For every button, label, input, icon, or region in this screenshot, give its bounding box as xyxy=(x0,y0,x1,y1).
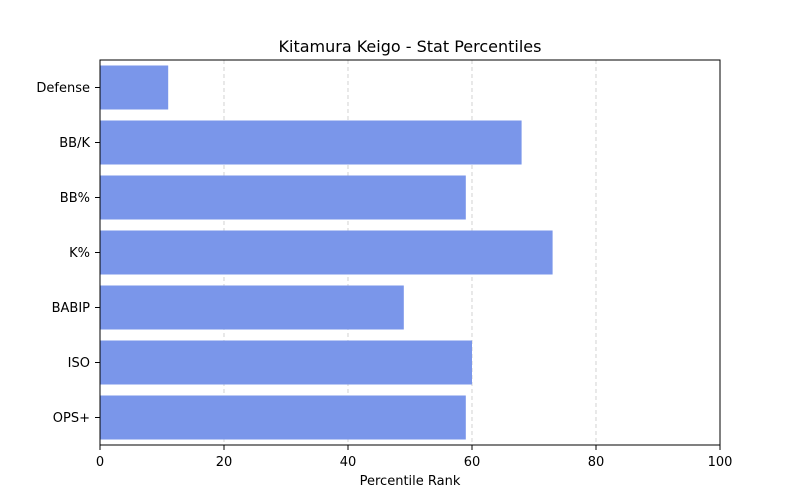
y-tick-label: ISO xyxy=(68,356,90,371)
bar-bb xyxy=(100,175,466,220)
y-tick-label: Defense xyxy=(36,81,90,96)
bar-k xyxy=(100,230,553,275)
y-tick-label: BB% xyxy=(60,191,90,206)
y-tick-label: OPS+ xyxy=(53,411,90,426)
chart-title: Kitamura Keigo - Stat Percentiles xyxy=(279,37,542,56)
y-tick-label: BB/K xyxy=(59,136,90,151)
x-tick-label: 100 xyxy=(708,455,733,470)
x-tick-label: 20 xyxy=(216,455,233,470)
bar-defense xyxy=(100,65,169,110)
bar-babip xyxy=(100,285,404,330)
bar-bb-k xyxy=(100,120,522,165)
x-axis-label: Percentile Rank xyxy=(360,474,461,489)
x-tick-label: 40 xyxy=(340,455,357,470)
x-tick-label: 60 xyxy=(464,455,481,470)
y-tick-label: K% xyxy=(69,246,90,261)
x-tick-label: 0 xyxy=(96,455,104,470)
x-tick-label: 80 xyxy=(588,455,605,470)
bar-iso xyxy=(100,340,472,385)
y-tick-label: BABIP xyxy=(52,301,91,316)
bar-ops xyxy=(100,395,466,440)
x-axis-ticks: 0 20 40 60 80 100 xyxy=(96,445,733,470)
y-axis-ticks: OPS+ ISO BABIP K% BB% BB/K Defense xyxy=(36,81,100,426)
bars xyxy=(100,65,553,440)
